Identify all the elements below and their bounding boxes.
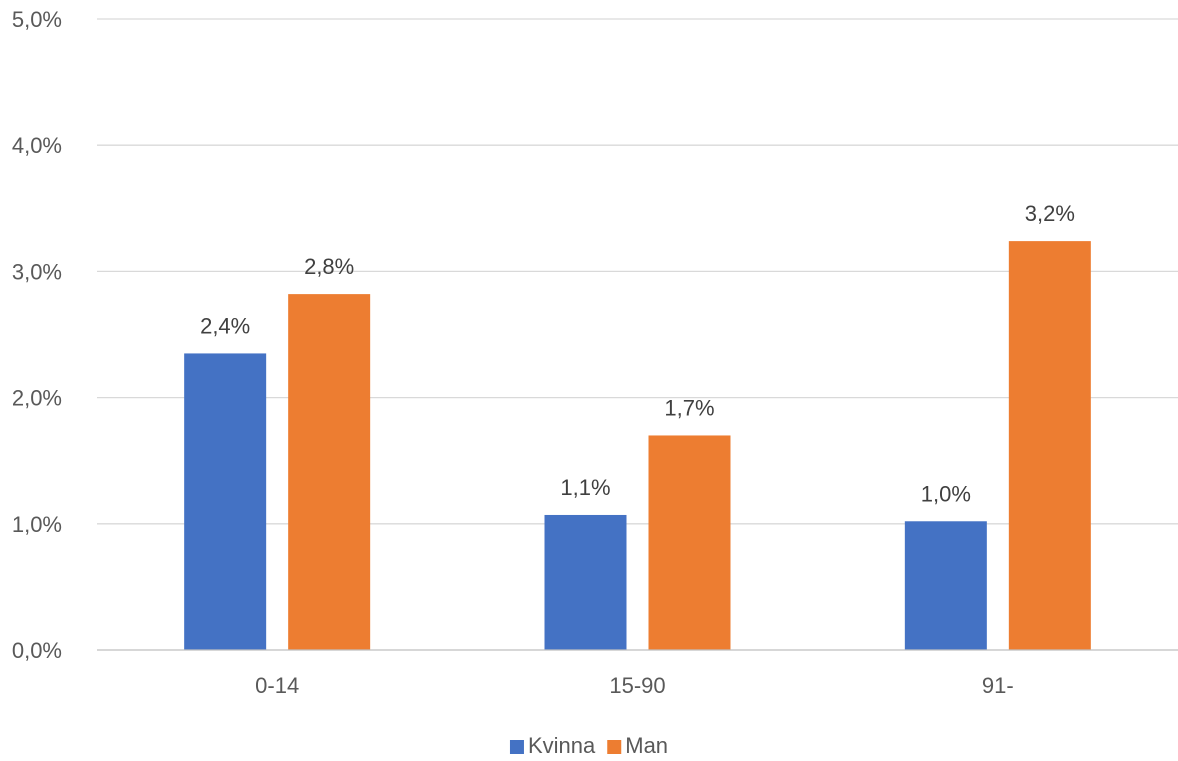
data-label: 2,8% bbox=[304, 254, 354, 279]
gridlines bbox=[97, 18, 1178, 525]
legend-swatch bbox=[509, 740, 524, 754]
legend-item-kvinna: Kvinna bbox=[509, 733, 596, 758]
data-label: 3,2% bbox=[1025, 201, 1075, 226]
x-axis-tick-labels: 0-14 15-90 91- bbox=[255, 673, 1014, 698]
data-label: 1,1% bbox=[560, 475, 610, 500]
y-tick-label: 3,0% bbox=[12, 259, 62, 284]
bar-kvinna-91- bbox=[904, 521, 987, 650]
data-labels: 2,4% 2,8% 1,1% 1,7% 1,0% 3,2% bbox=[200, 201, 1075, 506]
y-tick-label: 1,0% bbox=[12, 512, 62, 537]
bars bbox=[184, 241, 1091, 650]
y-tick-label: 0,0% bbox=[12, 638, 62, 663]
bar-man-15-90 bbox=[648, 435, 731, 650]
legend-swatch bbox=[607, 740, 622, 754]
x-tick-label: 91- bbox=[982, 673, 1014, 698]
x-tick-label: 15-90 bbox=[609, 673, 665, 698]
y-axis-tick-labels: 0,0% 1,0% 2,0% 3,0% 4,0% 5,0% bbox=[12, 7, 62, 663]
legend-label: Kvinna bbox=[528, 733, 596, 758]
data-label: 2,4% bbox=[200, 313, 250, 338]
bar-kvinna-15-90 bbox=[544, 514, 627, 650]
legend-label: Man bbox=[625, 733, 668, 758]
y-tick-label: 5,0% bbox=[12, 7, 62, 32]
bar-man-91- bbox=[1008, 241, 1091, 650]
bar-kvinna-0-14 bbox=[184, 353, 267, 650]
legend-item-man: Man bbox=[607, 733, 668, 758]
y-tick-label: 4,0% bbox=[12, 133, 62, 158]
legend: Kvinna Man bbox=[509, 733, 668, 758]
y-tick-label: 2,0% bbox=[12, 386, 62, 411]
x-tick-label: 0-14 bbox=[255, 673, 299, 698]
data-label: 1,0% bbox=[921, 481, 971, 506]
data-label: 1,7% bbox=[664, 395, 714, 420]
bar-man-0-14 bbox=[288, 294, 371, 650]
